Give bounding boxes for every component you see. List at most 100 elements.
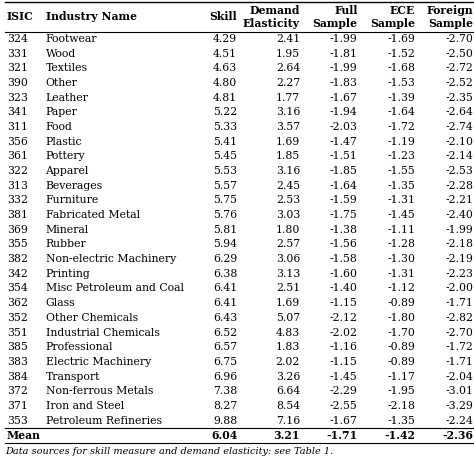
Text: -3.29: -3.29	[445, 401, 473, 411]
Text: 3.03: 3.03	[275, 210, 300, 220]
Text: 3.57: 3.57	[276, 122, 300, 132]
Text: -1.38: -1.38	[329, 225, 357, 235]
Text: Elasticity: Elasticity	[243, 18, 300, 29]
Text: -1.64: -1.64	[329, 181, 357, 191]
Text: Beverages: Beverages	[46, 181, 103, 191]
Text: 3.21: 3.21	[273, 430, 300, 441]
Text: 385: 385	[7, 342, 27, 352]
Text: 5.07: 5.07	[276, 313, 300, 323]
Text: -1.70: -1.70	[387, 328, 415, 338]
Text: Glass: Glass	[46, 298, 75, 308]
Text: 3.06: 3.06	[275, 254, 300, 264]
Text: -1.99: -1.99	[330, 63, 357, 73]
Text: Industry Name: Industry Name	[46, 12, 137, 23]
Text: 4.81: 4.81	[213, 93, 237, 103]
Text: Sample: Sample	[428, 18, 473, 29]
Text: -2.40: -2.40	[445, 210, 473, 220]
Text: 2.53: 2.53	[276, 195, 300, 206]
Text: 3.26: 3.26	[275, 371, 300, 382]
Text: 342: 342	[7, 269, 27, 279]
Text: -1.67: -1.67	[329, 93, 357, 103]
Text: 1.69: 1.69	[276, 298, 300, 308]
Text: 6.29: 6.29	[213, 254, 237, 264]
Text: -1.71: -1.71	[326, 430, 357, 441]
Text: 9.88: 9.88	[213, 416, 237, 426]
Text: 354: 354	[7, 284, 27, 293]
Text: -1.31: -1.31	[387, 195, 415, 206]
Text: 356: 356	[7, 137, 27, 147]
Text: 383: 383	[7, 357, 27, 367]
Text: -1.81: -1.81	[329, 49, 357, 59]
Text: -1.39: -1.39	[387, 93, 415, 103]
Text: -2.36: -2.36	[442, 430, 473, 441]
Text: 382: 382	[7, 254, 27, 264]
Text: 5.45: 5.45	[213, 152, 237, 161]
Text: -2.50: -2.50	[445, 49, 473, 59]
Text: Non-ferrous Metals: Non-ferrous Metals	[46, 386, 153, 396]
Text: -1.58: -1.58	[329, 254, 357, 264]
Text: -1.75: -1.75	[330, 210, 357, 220]
Text: -1.35: -1.35	[387, 416, 415, 426]
Text: 5.33: 5.33	[213, 122, 237, 132]
Text: Fabricated Metal: Fabricated Metal	[46, 210, 140, 220]
Text: Petroleum Refineries: Petroleum Refineries	[46, 416, 162, 426]
Text: Demand: Demand	[250, 5, 300, 16]
Text: -1.71: -1.71	[445, 298, 473, 308]
Text: Transport: Transport	[46, 371, 100, 382]
Text: -1.72: -1.72	[445, 342, 473, 352]
Text: -2.29: -2.29	[329, 386, 357, 396]
Text: Plastic: Plastic	[46, 137, 82, 147]
Text: 2.27: 2.27	[276, 78, 300, 88]
Text: 5.81: 5.81	[213, 225, 237, 235]
Text: 5.76: 5.76	[213, 210, 237, 220]
Text: -1.72: -1.72	[387, 122, 415, 132]
Text: 6.41: 6.41	[213, 284, 237, 293]
Text: 2.41: 2.41	[276, 34, 300, 44]
Text: -1.15: -1.15	[329, 357, 357, 367]
Text: -2.21: -2.21	[445, 195, 473, 206]
Text: -2.00: -2.00	[445, 284, 473, 293]
Text: 352: 352	[7, 313, 27, 323]
Text: Rubber: Rubber	[46, 239, 86, 249]
Text: 5.22: 5.22	[213, 107, 237, 117]
Text: 5.41: 5.41	[213, 137, 237, 147]
Text: Data sources for skill measure and demand elasticity: see Table 1.: Data sources for skill measure and deman…	[5, 447, 333, 456]
Text: -0.89: -0.89	[387, 357, 415, 367]
Text: -1.12: -1.12	[387, 284, 415, 293]
Text: -2.14: -2.14	[445, 152, 473, 161]
Text: -2.04: -2.04	[445, 371, 473, 382]
Text: Sample: Sample	[370, 18, 415, 29]
Text: 6.75: 6.75	[213, 357, 237, 367]
Text: -1.40: -1.40	[329, 284, 357, 293]
Text: 351: 351	[7, 328, 27, 338]
Text: -1.52: -1.52	[387, 49, 415, 59]
Text: Furniture: Furniture	[46, 195, 99, 206]
Text: -1.53: -1.53	[387, 78, 415, 88]
Text: -1.28: -1.28	[387, 239, 415, 249]
Text: 7.16: 7.16	[276, 416, 300, 426]
Text: 1.77: 1.77	[276, 93, 300, 103]
Text: 7.38: 7.38	[213, 386, 237, 396]
Text: 5.53: 5.53	[213, 166, 237, 176]
Text: -2.02: -2.02	[329, 328, 357, 338]
Text: -1.68: -1.68	[387, 63, 415, 73]
Text: -2.35: -2.35	[445, 93, 473, 103]
Text: -1.17: -1.17	[387, 371, 415, 382]
Text: -1.15: -1.15	[329, 298, 357, 308]
Text: 2.57: 2.57	[276, 239, 300, 249]
Text: Skill: Skill	[210, 12, 237, 23]
Text: Footwear: Footwear	[46, 34, 97, 44]
Text: 313: 313	[7, 181, 27, 191]
Text: -2.70: -2.70	[445, 34, 473, 44]
Text: Non-electric Machinery: Non-electric Machinery	[46, 254, 176, 264]
Text: 6.41: 6.41	[213, 298, 237, 308]
Text: -1.83: -1.83	[329, 78, 357, 88]
Text: 323: 323	[7, 93, 27, 103]
Text: 2.51: 2.51	[276, 284, 300, 293]
Text: Iron and Steel: Iron and Steel	[46, 401, 124, 411]
Text: 4.83: 4.83	[276, 328, 300, 338]
Text: 321: 321	[7, 63, 27, 73]
Text: 1.95: 1.95	[276, 49, 300, 59]
Text: -1.31: -1.31	[387, 269, 415, 279]
Text: -1.56: -1.56	[329, 239, 357, 249]
